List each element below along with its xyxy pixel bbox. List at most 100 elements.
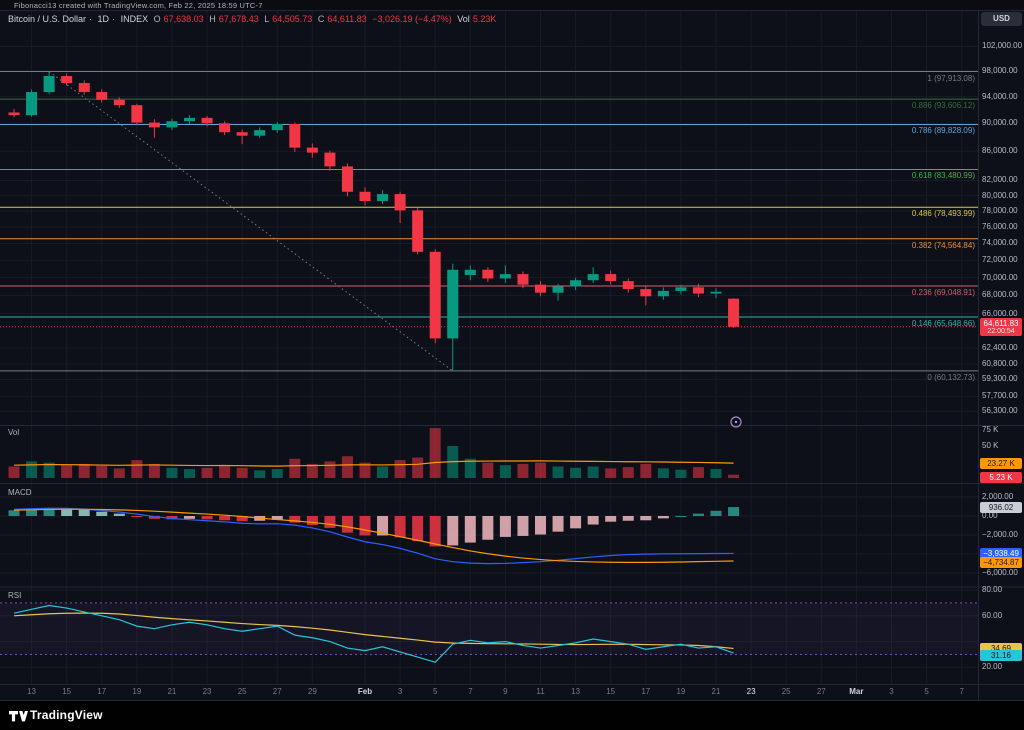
candle-body (324, 152, 336, 167)
macd-line (13, 507, 734, 565)
macd-histogram-bar (26, 509, 38, 516)
candle-body (570, 280, 582, 287)
candle-body (605, 274, 617, 282)
time-tick-label: 7 (959, 687, 964, 696)
volume-bar (96, 465, 108, 478)
volume-bar (201, 467, 213, 478)
macd-histogram-bar (341, 516, 353, 533)
macd-histogram-bar (728, 507, 740, 516)
time-tick-label: 13 (27, 687, 36, 696)
candle-body (131, 105, 143, 123)
candle-body (587, 274, 599, 281)
price-axis[interactable] (978, 10, 1024, 701)
volume-bar (236, 467, 248, 478)
volume-bar (43, 462, 55, 478)
volume-bar (341, 456, 353, 478)
candle-body (517, 274, 529, 285)
currency-toggle-button[interactable]: USD (981, 12, 1022, 26)
time-tick-label: 17 (641, 687, 651, 696)
volume-bar (517, 463, 529, 478)
change-value: −3,026.19 (−4.47%) (372, 14, 452, 24)
volume-bar (148, 463, 160, 478)
candle-body (26, 92, 38, 116)
exchange-label: INDEX (120, 14, 149, 24)
macd-histogram-bar (324, 516, 336, 528)
macd-histogram-bar (587, 516, 599, 525)
macd-histogram-bar (96, 511, 108, 516)
macd-histogram-bar (61, 508, 73, 516)
high-label: H (209, 14, 216, 24)
volume-bar (657, 468, 669, 478)
candle-body (675, 287, 687, 291)
macd-histogram-bar (306, 516, 318, 526)
macd-histogram-bar (622, 516, 634, 521)
volume-bar (8, 466, 20, 478)
time-tick-label: 3 (397, 687, 403, 696)
volume-bar (61, 465, 73, 478)
time-tick-label: 15 (606, 687, 616, 696)
macd-histogram-bar (236, 516, 248, 522)
volume-bar (184, 469, 195, 478)
time-tick-label: 19 (676, 687, 686, 696)
candle-body (96, 92, 108, 100)
tradingview-brand-text[interactable]: TradingView (30, 708, 103, 722)
attribution-text: Fibonacci13 created with TradingView.com… (14, 1, 263, 10)
volume-bar (131, 460, 143, 478)
time-tick-label: 13 (571, 687, 581, 696)
volume-bar (271, 469, 283, 478)
volume-pane-title[interactable]: Vol (8, 428, 20, 437)
macd-histogram-bar (219, 516, 231, 521)
candle-body (78, 83, 90, 93)
candle-body (61, 76, 73, 84)
candle-body (306, 147, 318, 153)
candle-body (482, 269, 494, 279)
low-value: 64,505.73 (272, 14, 313, 24)
candle-body (640, 289, 652, 297)
candle-body (184, 117, 195, 122)
time-tick-label: 25 (237, 687, 247, 696)
time-tick-label: 5 (432, 687, 438, 696)
close-label: C (317, 14, 325, 24)
macd-pane-title[interactable]: MACD (8, 488, 32, 497)
time-tick-label: 21 (711, 687, 721, 696)
time-tick-label: 23 (202, 687, 212, 696)
macd-histogram-bar (377, 516, 389, 536)
candle-body (219, 123, 231, 133)
symbol-name[interactable]: Bitcoin / U.S. Dollar (8, 14, 87, 24)
macd-histogram-bar (166, 516, 178, 520)
time-tick-label: 27 (816, 687, 826, 696)
macd-histogram-bar (605, 516, 617, 522)
macd-histogram-bar (657, 516, 669, 519)
candle-body (341, 166, 353, 192)
tradingview-logo-icon[interactable] (8, 707, 28, 725)
macd-histogram-bar (552, 516, 564, 532)
volume-bar (552, 466, 564, 478)
candle-body (412, 210, 424, 252)
time-axis[interactable]: 13 15 17 19 21 23 25 27 29 Feb 3 5 7 9 11 13 15 17 19 21 23 2… (0, 685, 978, 701)
time-tick-label: 27 (272, 687, 282, 696)
macd-histogram-bar (131, 516, 143, 517)
time-tick-label: 23 (746, 687, 756, 696)
candle-body (113, 99, 125, 106)
macd-histogram-bar (464, 516, 476, 543)
volume-bar (570, 467, 582, 478)
candle-body (254, 130, 266, 136)
volume-bar (324, 461, 336, 478)
symbol-legend[interactable]: Bitcoin / U.S. Dollar · 1D · INDEX O 67,638… (8, 14, 497, 24)
macd-histogram-bar (675, 516, 687, 517)
time-tick-label: 11 (536, 687, 545, 696)
candle-body (447, 269, 459, 339)
interval-label[interactable]: 1D (97, 14, 110, 24)
volume-bar (692, 467, 704, 478)
volume-bar (499, 465, 511, 478)
rsi-pane-title[interactable]: RSI (8, 591, 22, 600)
volume-bar (482, 462, 494, 478)
volume-bar (166, 467, 178, 478)
macd-histogram-bar (499, 516, 511, 537)
macd-histogram-bar (710, 510, 722, 516)
volume-bar (605, 468, 617, 478)
volume-bar (675, 469, 687, 478)
candle-body (377, 194, 389, 202)
